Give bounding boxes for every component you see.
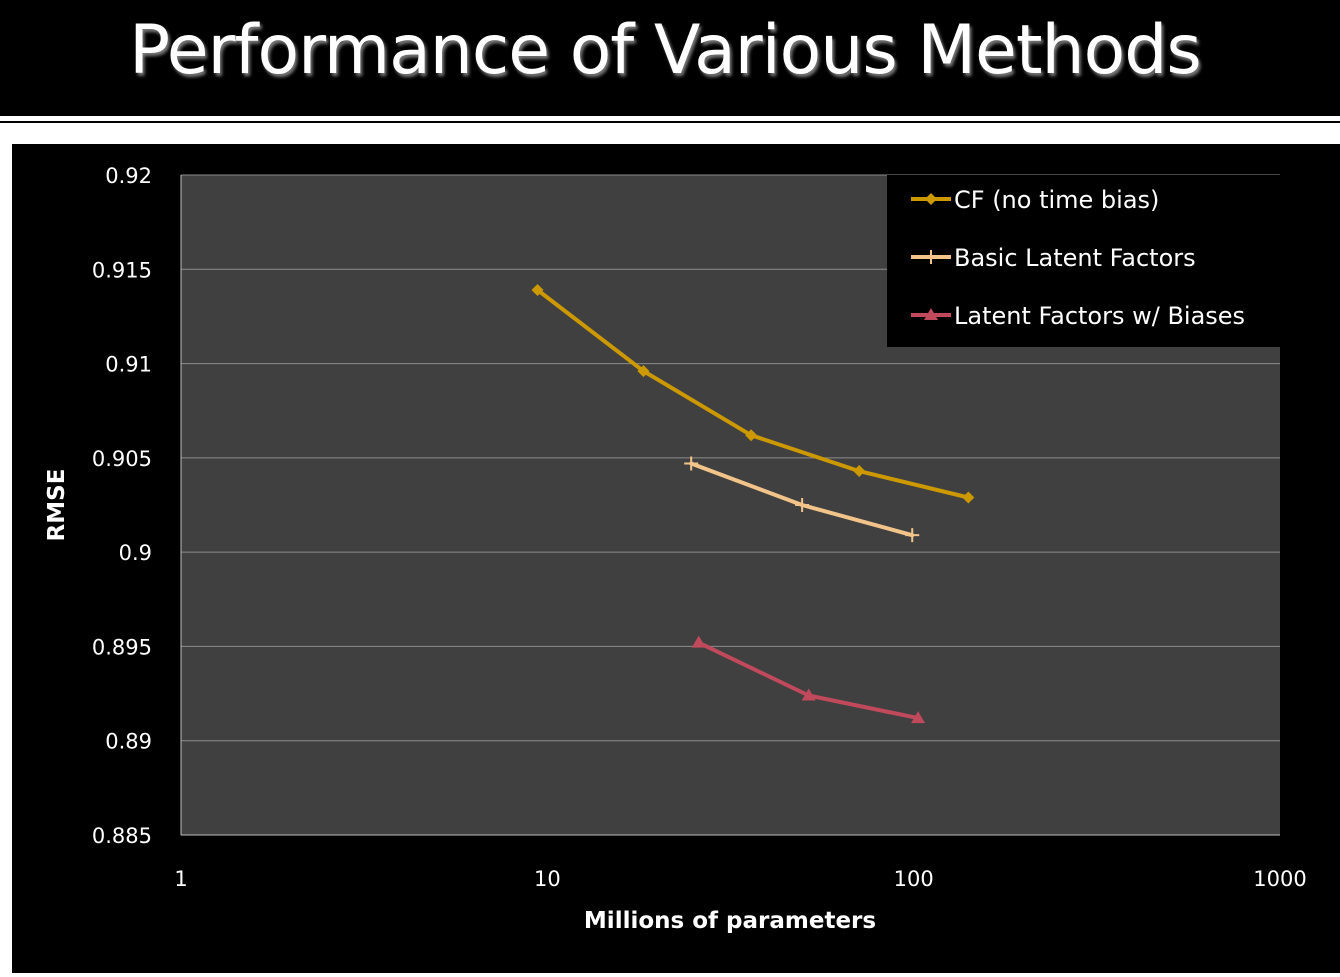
legend-label: Latent Factors w/ Biases: [954, 302, 1245, 330]
y-tick-label: 0.885: [92, 824, 152, 848]
data-point: [691, 635, 706, 648]
series: [531, 284, 975, 724]
data-point: [795, 498, 810, 512]
legend: CF (no time bias) Basic Latent Factors Lat…: [887, 175, 1280, 347]
legend-marker: [924, 250, 938, 264]
y-tick-label: 0.895: [92, 635, 152, 659]
series-1: [531, 284, 975, 504]
y-tick-label: 0.92: [105, 164, 152, 188]
x-tick-labels: 1 10 100 1000: [174, 867, 1306, 891]
chart-panel: 0.885 0.89 0.895 0.9 0.905 0.91 0.915 0.92 1 10 1…: [12, 144, 1340, 973]
data-point: [745, 429, 758, 442]
data-point: [962, 491, 975, 504]
data-point: [637, 365, 650, 378]
x-tick-label: 1000: [1253, 867, 1306, 891]
data-point: [853, 465, 866, 478]
y-tick-label: 0.91: [105, 353, 152, 377]
x-axis-title: Millions of parameters: [584, 908, 876, 934]
data-point: [801, 688, 816, 701]
y-tick-label: 0.89: [105, 730, 152, 754]
data-point: [911, 711, 926, 724]
legend-label: CF (no time bias): [954, 186, 1159, 214]
data-point: [684, 456, 699, 471]
data-point: [531, 284, 544, 297]
y-tick-label: 0.905: [92, 447, 152, 471]
y-axis-title: RMSE: [44, 469, 70, 542]
data-point: [905, 528, 920, 543]
slide-title: Performance of Various Methods: [129, 11, 1202, 90]
legend-marker: [924, 308, 938, 320]
y-tick-label: 0.9: [119, 541, 152, 565]
x-tick-label: 10: [534, 867, 561, 891]
y-tick-labels: 0.885 0.89 0.895 0.9 0.905 0.91 0.915 0.92: [92, 164, 152, 848]
slide-header: Performance of Various Methods: [0, 0, 1340, 116]
series-2: [684, 456, 920, 543]
series-3: [691, 635, 926, 724]
x-tick-label: 1: [174, 867, 187, 891]
legend-label: Basic Latent Factors: [954, 244, 1196, 272]
legend-marker: [925, 193, 937, 205]
header-divider: [0, 121, 1340, 123]
legend-box: [887, 175, 1280, 347]
y-tick-label: 0.915: [92, 258, 152, 282]
x-tick-label: 100: [894, 867, 934, 891]
